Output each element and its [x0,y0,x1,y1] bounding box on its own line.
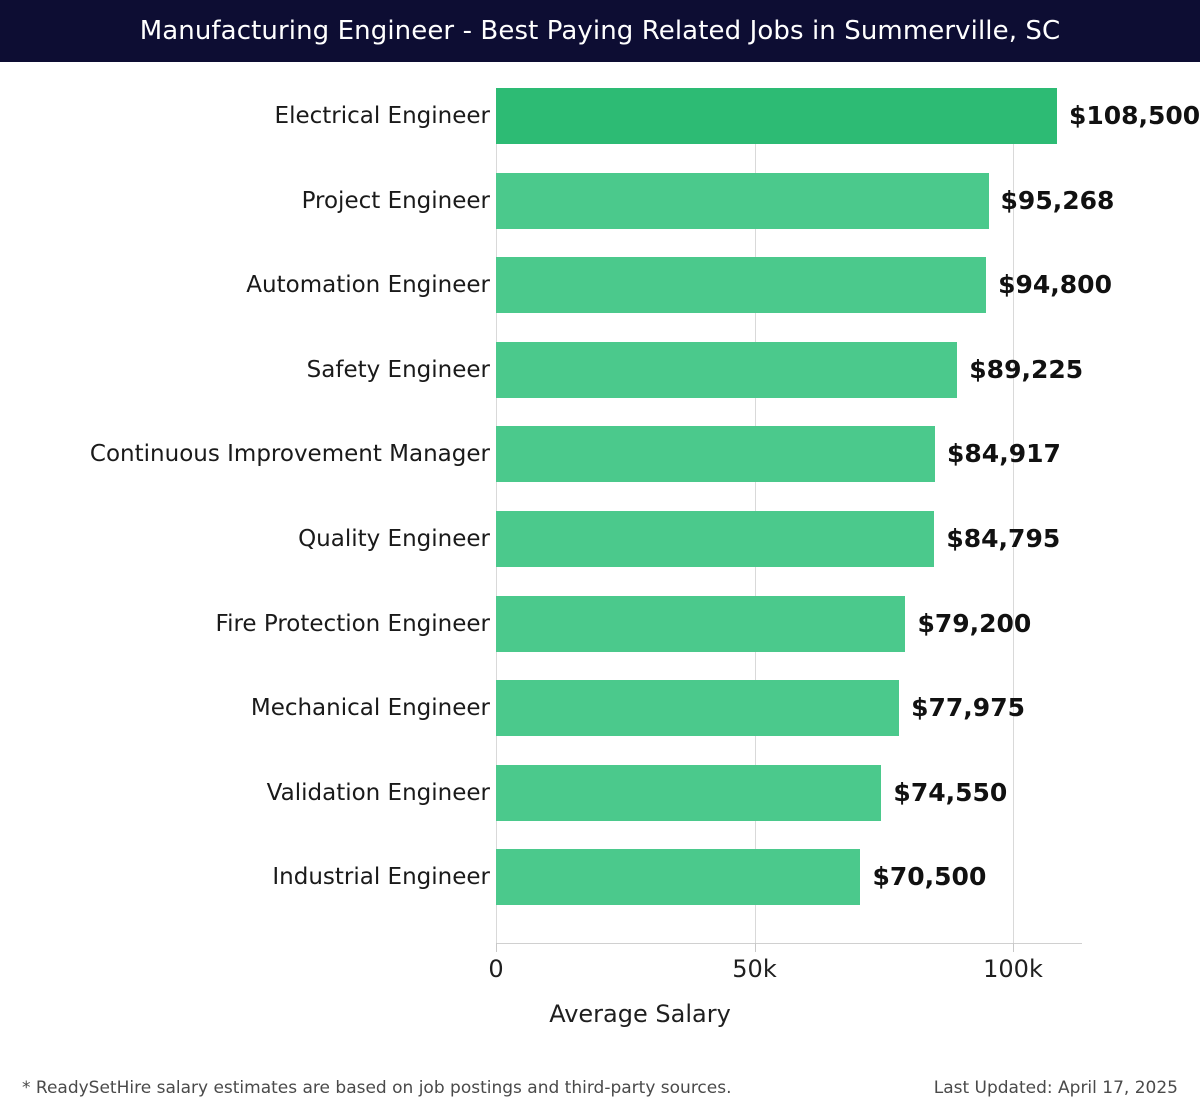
bar-value-label: $77,975 [911,693,1025,723]
bar-row: Project Engineer $95,268 [0,172,1200,229]
category-label: Industrial Engineer [272,864,490,891]
bar-value-label: $94,800 [998,270,1112,300]
bar-value-label: $70,500 [872,862,987,892]
x-axis-line [496,943,1082,944]
bar[interactable] [496,88,1057,144]
category-label: Project Engineer [301,187,490,214]
category-label: Fire Protection Engineer [215,610,490,637]
chart-title-bar: Manufacturing Engineer - Best Paying Rel… [0,0,1200,62]
footer: * ReadySetHire salary estimates are base… [0,1068,1200,1120]
x-tick-label: 100k [983,955,1043,983]
bar[interactable] [496,595,906,652]
category-label: Electrical Engineer [274,103,490,129]
bar-row: Fire Protection Engineer $79,200 [0,595,1200,652]
category-label: Automation Engineer [246,272,490,299]
x-axis-title-label: Average Salary [549,1000,731,1028]
bar-row: Continuous Improvement Manager $84,917 [0,426,1200,483]
bar[interactable] [496,426,936,483]
page-title: Manufacturing Engineer - Best Paying Rel… [139,16,1061,46]
bar-row: Mechanical Engineer $77,975 [0,680,1200,737]
x-tick-label: 0 [488,955,504,983]
footer-last-updated: Last Updated: April 17, 2025 [933,1078,1178,1098]
bar[interactable] [496,764,882,821]
bar[interactable] [496,341,958,398]
bar-value-label: $79,200 [917,608,1032,638]
bar-value-label: $89,225 [969,354,1084,384]
bar[interactable] [496,172,989,229]
bar-row: Quality Engineer $84,795 [0,511,1200,567]
category-label: Quality Engineer [298,526,490,552]
bar[interactable] [496,257,987,314]
bar[interactable] [496,511,935,567]
category-label: Safety Engineer [306,356,490,383]
category-label: Continuous Improvement Manager [89,441,490,468]
bar-row: Automation Engineer $94,800 [0,257,1200,314]
category-label: Validation Engineer [266,779,490,806]
bar[interactable] [496,680,900,737]
bar-value-label: $95,268 [1000,185,1115,215]
bar-row: Validation Engineer $74,550 [0,764,1200,821]
x-tick-label: 50k [732,955,777,983]
x-axis-title: Average Salary [0,1000,1200,1028]
x-tick-mark [1013,943,1014,952]
bar-row: Industrial Engineer $70,500 [0,849,1200,906]
x-tick-mark [496,943,497,952]
bar[interactable] [496,849,861,906]
bar-row: Safety Engineer $89,225 [0,341,1200,398]
category-label: Mechanical Engineer [250,695,490,722]
bar-value-label: $108,500 [1068,101,1200,130]
gridline-100k [1013,88,1014,943]
x-tick-mark [754,943,756,952]
footer-disclaimer: * ReadySetHire salary estimates are base… [22,1078,732,1098]
bar-value-label: $84,917 [947,439,1061,469]
bar-value-label: $74,550 [893,777,1008,807]
bar-rows: Electrical Engineer $108,500 Project Engin… [0,62,1200,943]
bar-row: Electrical Engineer $108,500 [0,88,1200,144]
plot-area: Electrical Engineer $108,500 Project Engin… [0,62,1200,1028]
bar-value-label: $84,795 [946,524,1061,553]
